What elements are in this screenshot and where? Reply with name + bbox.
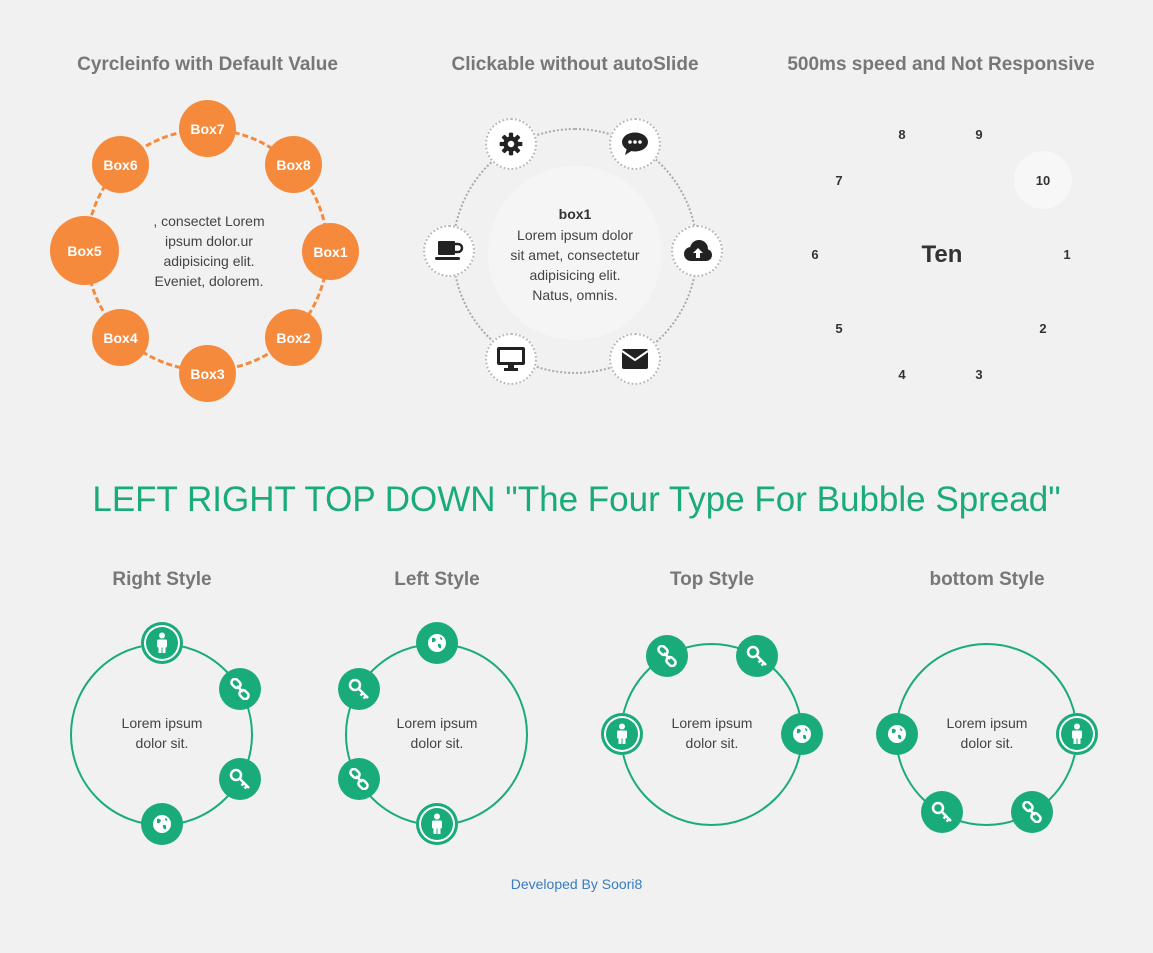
top-person-bubble[interactable] <box>601 713 643 755</box>
link-icon <box>1022 801 1042 823</box>
left-person-bubble[interactable] <box>416 803 458 845</box>
globe-icon <box>153 815 171 833</box>
demo2-center-title: box1 <box>558 206 592 222</box>
developer-credit-link[interactable]: Developed By Soori8 <box>510 876 643 892</box>
coffee-icon <box>435 241 464 260</box>
number-6[interactable]: 6 <box>811 247 819 262</box>
bottom-globe-bubble[interactable] <box>876 713 918 755</box>
cloud-upload-bubble[interactable] <box>671 225 723 277</box>
number-7[interactable]: 7 <box>835 173 843 188</box>
box7-bubble[interactable]: Box7 <box>179 100 236 157</box>
monitor-icon <box>497 347 525 371</box>
key-icon <box>229 768 250 790</box>
demo1-title: Cyrcleinfo with Default Value <box>77 54 338 75</box>
number-3[interactable]: 3 <box>975 367 983 382</box>
cloud-upload-icon <box>684 240 712 261</box>
box2-bubble[interactable]: Box2 <box>265 309 322 366</box>
right-style-center-text: Lorem ipsum dolor sit. <box>121 715 203 751</box>
number-10-active[interactable]: 10 <box>1014 151 1072 209</box>
number-5[interactable]: 5 <box>835 321 843 336</box>
key-icon <box>931 801 952 823</box>
demo2-title: Clickable without autoSlide <box>451 54 699 75</box>
demo2-center-text: Lorem ipsum dolor sit amet, consectetur … <box>510 227 640 303</box>
person-icon <box>1072 723 1082 744</box>
box5-bubble[interactable]: Box5 <box>50 216 119 285</box>
person-icon <box>432 813 442 834</box>
number-4[interactable]: 4 <box>898 367 906 382</box>
left-style-center-text: Lorem ipsum dolor sit. <box>396 715 478 751</box>
left-style-title: Left Style <box>394 569 480 590</box>
bottom-style-center-text: Lorem ipsum dolor sit. <box>946 715 1028 751</box>
gear-bubble[interactable] <box>485 118 537 170</box>
person-icon <box>157 632 167 653</box>
box3-bubble[interactable]: Box3 <box>179 345 236 402</box>
top-key-bubble[interactable] <box>736 635 778 677</box>
left-key-bubble[interactable] <box>338 668 380 710</box>
globe-icon <box>428 634 446 652</box>
coffee-bubble[interactable] <box>423 225 475 277</box>
right-link-bubble[interactable] <box>219 668 261 710</box>
chat-bubble[interactable] <box>609 118 661 170</box>
top-style-title: Top Style <box>669 569 755 590</box>
globe-icon <box>793 725 811 743</box>
right-style-title: Right Style <box>112 569 212 590</box>
top-style-center-text: Lorem ipsum dolor sit. <box>671 715 753 751</box>
number-2[interactable]: 2 <box>1039 321 1047 336</box>
link-icon <box>230 678 250 700</box>
chat-icon <box>622 132 648 155</box>
bottom-person-bubble[interactable] <box>1056 713 1098 755</box>
bottom-key-bubble[interactable] <box>921 791 963 833</box>
right-person-bubble[interactable] <box>141 622 183 664</box>
right-key-bubble[interactable] <box>219 758 261 800</box>
box1-bubble[interactable]: Box1 <box>302 223 359 280</box>
globe-icon <box>888 725 906 743</box>
demo3-center-text: Ten <box>921 241 963 268</box>
right-globe-bubble[interactable] <box>141 803 183 845</box>
left-globe-bubble[interactable] <box>416 622 458 664</box>
demo3-title: 500ms speed and Not Responsive <box>787 54 1095 75</box>
bubble-spread-heading: LEFT RIGHT TOP DOWN "The Four Type For B… <box>92 480 1061 519</box>
box6-bubble[interactable]: Box6 <box>92 136 149 193</box>
number-8[interactable]: 8 <box>898 127 906 142</box>
bottom-style-title: bottom Style <box>929 569 1045 590</box>
key-icon <box>348 678 369 700</box>
link-icon <box>349 768 369 790</box>
number-9[interactable]: 9 <box>975 127 983 142</box>
top-link-bubble[interactable] <box>646 635 688 677</box>
gear-icon <box>499 132 523 156</box>
demo1-center-text: , consectet Lorem ipsum dolor.ur adipisi… <box>153 213 265 289</box>
person-icon <box>617 723 627 744</box>
box4-bubble[interactable]: Box4 <box>92 309 149 366</box>
left-link-bubble[interactable] <box>338 758 380 800</box>
envelope-icon <box>621 349 649 369</box>
monitor-bubble[interactable] <box>485 333 537 385</box>
box8-bubble[interactable]: Box8 <box>265 136 322 193</box>
demo2-center-disk <box>488 166 662 340</box>
envelope-bubble[interactable] <box>609 333 661 385</box>
top-globe-bubble[interactable] <box>781 713 823 755</box>
number-1[interactable]: 1 <box>1063 247 1071 262</box>
link-icon <box>657 645 677 667</box>
bottom-link-bubble[interactable] <box>1011 791 1053 833</box>
key-icon <box>746 645 767 667</box>
